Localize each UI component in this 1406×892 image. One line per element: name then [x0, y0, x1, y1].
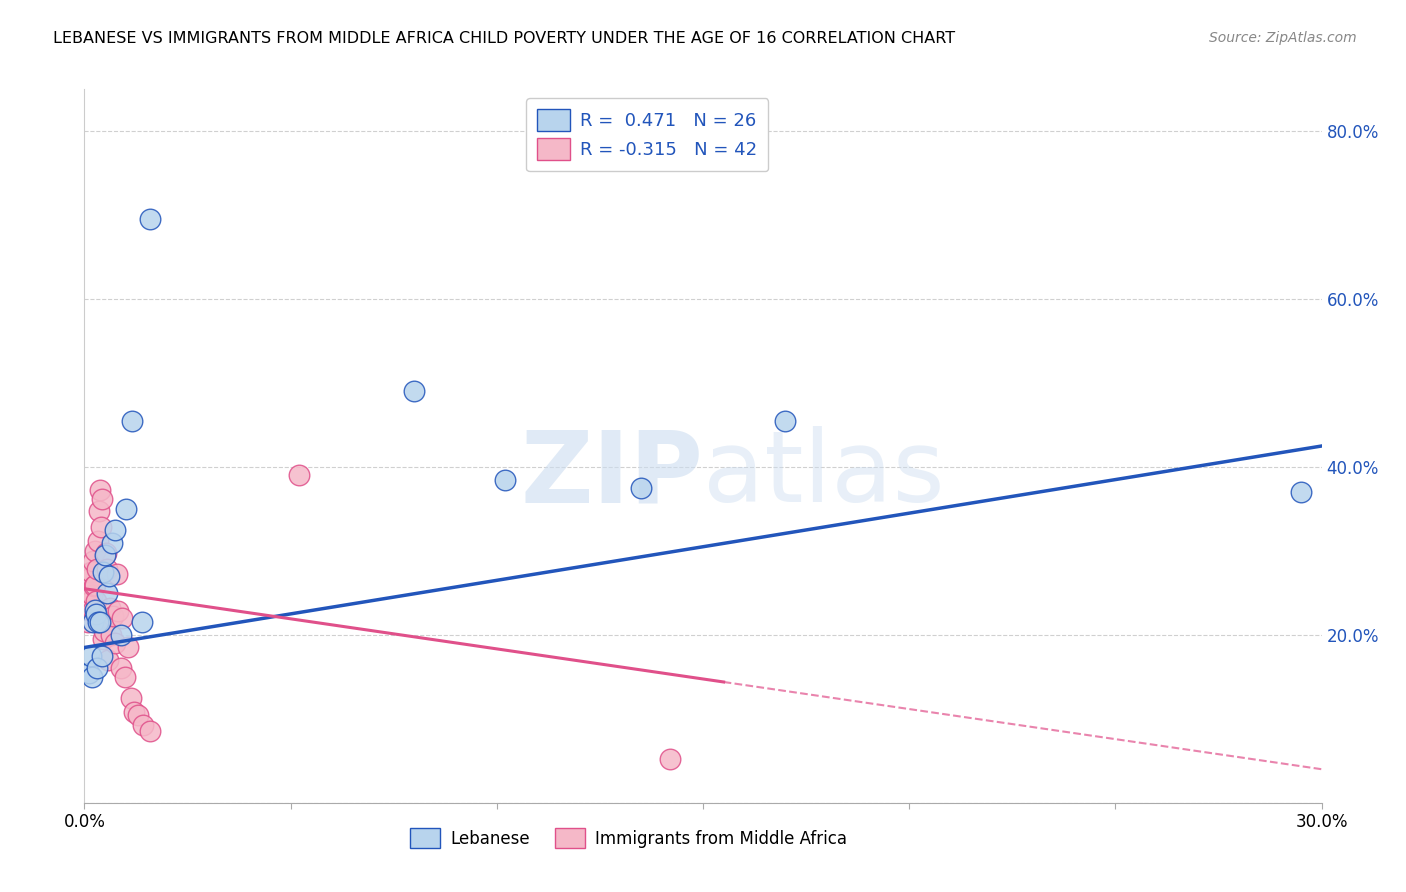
Point — [103, 609, 125, 624]
Point — [90, 520, 112, 534]
Point — [1289, 485, 1312, 500]
Point — [77, 596, 100, 610]
Point — [104, 636, 127, 650]
Point — [117, 640, 139, 655]
Legend: Lebanese, Immigrants from Middle Africa: Lebanese, Immigrants from Middle Africa — [404, 822, 853, 855]
Point — [105, 567, 128, 582]
Text: atlas: atlas — [703, 426, 945, 523]
Point — [80, 565, 103, 579]
Point — [79, 648, 101, 663]
Point — [84, 594, 107, 608]
Point — [111, 611, 134, 625]
Point — [79, 665, 101, 680]
Point — [120, 690, 142, 705]
Point — [775, 414, 797, 428]
Point — [93, 624, 115, 638]
Point — [101, 535, 124, 549]
Point — [96, 586, 118, 600]
Point — [79, 594, 101, 608]
Point — [76, 615, 98, 630]
Point — [107, 604, 129, 618]
Point — [79, 603, 101, 617]
Point — [89, 483, 111, 498]
Point — [139, 212, 162, 227]
Point — [659, 752, 682, 766]
Point — [86, 661, 108, 675]
Point — [83, 579, 105, 593]
Point — [98, 569, 121, 583]
Point — [114, 502, 136, 516]
Point — [494, 473, 516, 487]
Point — [94, 546, 117, 560]
Point — [84, 607, 107, 621]
Point — [86, 533, 108, 548]
Point — [94, 548, 117, 562]
Point — [82, 615, 104, 630]
Point — [132, 717, 155, 731]
Point — [82, 554, 104, 568]
Point — [83, 577, 105, 591]
Point — [80, 588, 103, 602]
Point — [110, 628, 132, 642]
Point — [131, 615, 153, 630]
Text: LEBANESE VS IMMIGRANTS FROM MIDDLE AFRICA CHILD POVERTY UNDER THE AGE OF 16 CORR: LEBANESE VS IMMIGRANTS FROM MIDDLE AFRIC… — [53, 31, 956, 46]
Text: ZIP: ZIP — [520, 426, 703, 523]
Point — [630, 481, 652, 495]
Point — [97, 653, 120, 667]
Point — [83, 603, 105, 617]
Point — [100, 628, 122, 642]
Point — [82, 603, 104, 617]
Point — [84, 544, 107, 558]
Point — [96, 562, 118, 576]
Point — [91, 565, 114, 579]
Point — [98, 601, 121, 615]
Point — [90, 648, 112, 663]
Point — [139, 724, 162, 739]
Point — [75, 582, 97, 596]
Point — [110, 661, 132, 675]
Point — [127, 707, 149, 722]
Point — [90, 491, 112, 506]
Point — [91, 632, 114, 646]
Point — [114, 670, 136, 684]
Point — [288, 468, 311, 483]
Point — [79, 571, 101, 585]
Point — [87, 615, 110, 630]
Point — [86, 562, 108, 576]
Point — [89, 615, 111, 630]
Text: Source: ZipAtlas.com: Source: ZipAtlas.com — [1209, 31, 1357, 45]
Point — [87, 503, 110, 517]
Point — [404, 384, 426, 399]
Point — [122, 705, 145, 719]
Point — [80, 670, 103, 684]
Point — [121, 414, 143, 428]
Point — [104, 523, 127, 537]
